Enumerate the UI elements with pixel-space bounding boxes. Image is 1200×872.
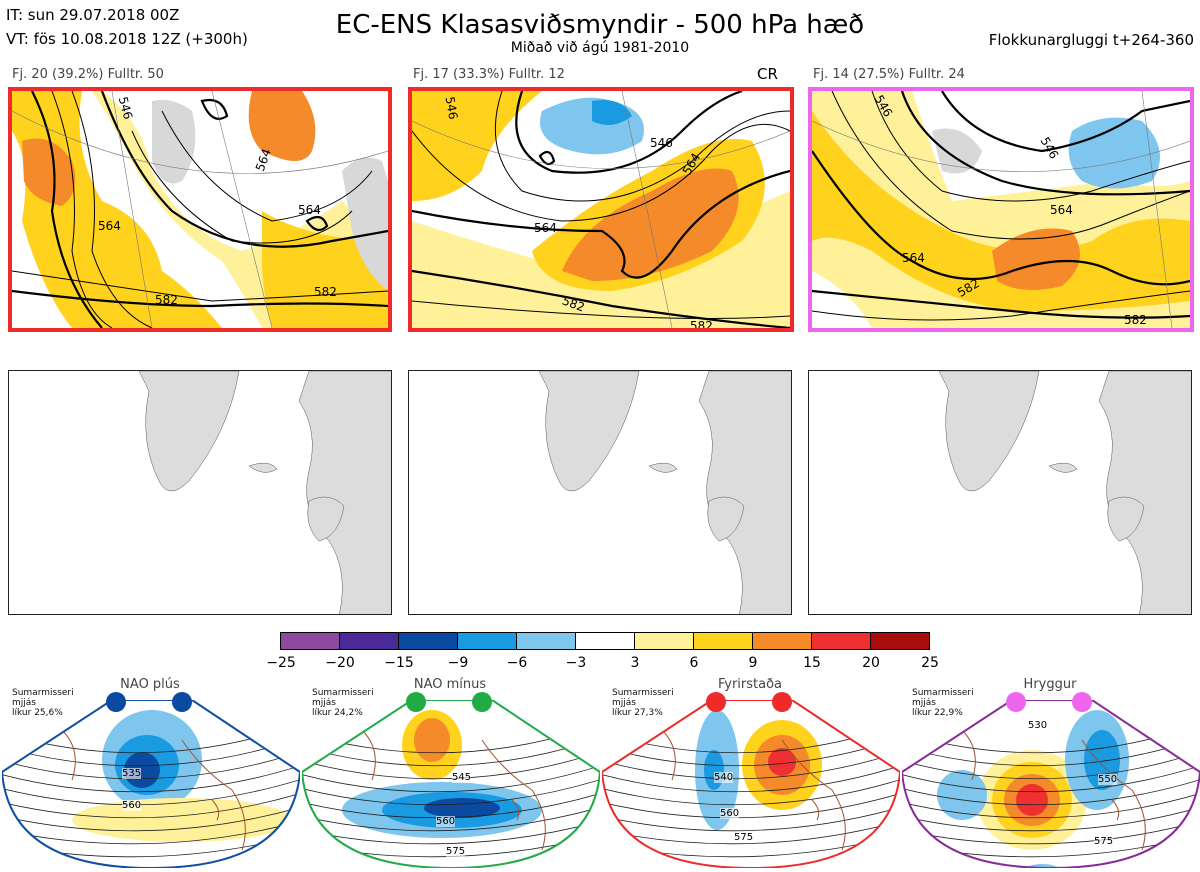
regime-contour-label: 530	[1028, 720, 1048, 731]
regime-contour-label: 575	[734, 832, 754, 843]
colorbar-tick-label: −9	[447, 655, 469, 671]
regime-marker-dot	[706, 692, 726, 712]
colorbar-cell	[280, 632, 340, 650]
contour-label: 582	[690, 319, 713, 332]
colorbar-cell	[634, 632, 694, 650]
cluster-1-label: Fj. 20 (39.2%) Fulltr. 50	[12, 67, 164, 82]
regime-info-line: Sumarmisseri	[912, 688, 974, 698]
regime-map: 545 560 575	[300, 699, 602, 870]
regime-map: 540 560 575	[600, 699, 902, 870]
regime-info-line: mjjás	[912, 698, 936, 708]
regime-marker-dot	[172, 692, 192, 712]
regime-contour-label: 560	[436, 816, 456, 827]
regime-contour-label: 550	[1098, 774, 1118, 785]
regime-contour-label: 545	[452, 772, 472, 783]
empty-map-1	[8, 370, 392, 615]
cluster-3-map: 546 546 564 564 582 582	[808, 87, 1194, 332]
regime-marker-dot	[1072, 692, 1092, 712]
colorbar-tick-label: −6	[506, 655, 528, 671]
colorbar-cell	[870, 632, 930, 650]
regime-marker-dot	[406, 692, 426, 712]
regime-info-line: líkur 24,2%	[312, 708, 363, 718]
regime-title: NAO mínus	[413, 677, 487, 692]
regime-info: Sumarmisseri mjjás líkur 25,6%	[12, 688, 74, 718]
initial-time: IT: sun 29.07.2018 00Z	[6, 6, 180, 24]
colorbar-tick-label: −3	[565, 655, 587, 671]
contour-label: 546	[650, 136, 673, 150]
colorbar-tick-label: 3	[630, 655, 640, 671]
colorbar-cell	[339, 632, 399, 650]
regime-info-line: Sumarmisseri	[312, 688, 374, 698]
regime-info-line: Sumarmisseri	[12, 688, 74, 698]
regime-info-line: líkur 27,3%	[612, 708, 663, 718]
contour-label: 564	[534, 221, 557, 235]
regime-contour-label: 540	[714, 772, 734, 783]
regime-map: 530 550 575	[900, 699, 1200, 870]
regime-marker-dot	[472, 692, 492, 712]
colorbar-tick-label: 9	[748, 655, 758, 671]
regime-map: 535 560	[0, 699, 302, 870]
regime-info: Sumarmisseri mjjás líkur 22,9%	[912, 688, 974, 718]
contour-label: 582	[1124, 313, 1147, 327]
colorbar-tick-label: 25	[921, 655, 939, 671]
cluster-2-label: Fj. 17 (33.3%) Fulltr. 12	[413, 67, 565, 82]
regime-info: Sumarmisseri mjjás líkur 24,2%	[312, 688, 374, 718]
regime-marker-dot	[106, 692, 126, 712]
colorbar-tick-label: −20	[325, 655, 355, 671]
regime-title: Hryggur	[1023, 677, 1077, 692]
regime-info-line: mjjás	[612, 698, 636, 708]
cluster-1-map: 546 564 564 564 582 582	[8, 87, 392, 332]
classification-window: Flokkunargluggi t+264-360	[988, 31, 1194, 49]
regime-info-line: mjjás	[312, 698, 336, 708]
regime-contour-label: 575	[1094, 836, 1114, 847]
colorbar-cell	[693, 632, 753, 650]
empty-map-2	[408, 370, 792, 615]
contour-label: 564	[298, 203, 321, 217]
regime-contour-label: 560	[720, 808, 740, 819]
contour-label: 582	[314, 285, 337, 299]
contour-label: 564	[902, 251, 925, 265]
contour-label: 564	[1050, 203, 1073, 217]
regime-contour-label: 575	[446, 846, 466, 857]
regime-marker-dot	[1006, 692, 1026, 712]
colorbar-tick-label: −15	[384, 655, 414, 671]
contour-label: 564	[98, 219, 121, 233]
regime-title: Fyrirstaða	[717, 677, 783, 692]
empty-map-3	[808, 370, 1192, 615]
regime-info-line: Sumarmisseri	[612, 688, 674, 698]
colorbar-cell	[575, 632, 635, 650]
regime-marker-dot	[772, 692, 792, 712]
valid-time: VT: fös 10.08.2018 12Z (+300h)	[6, 30, 248, 48]
regime-info-line: líkur 25,6%	[12, 708, 63, 718]
regime-info: Sumarmisseri mjjás líkur 27,3%	[612, 688, 674, 718]
page-subtitle: Miðað við ágú 1981-2010	[510, 40, 690, 56]
cluster-3-label: Fj. 14 (27.5%) Fulltr. 24	[813, 67, 965, 82]
colorbar	[280, 632, 930, 650]
contour-label: 582	[155, 293, 178, 307]
regime-info-line: mjjás	[12, 698, 36, 708]
regime-title: NAO plús	[120, 677, 180, 692]
colorbar-cell	[516, 632, 576, 650]
colorbar-tick-label: 15	[803, 655, 821, 671]
colorbar-cell	[398, 632, 458, 650]
regime-info-line: líkur 22,9%	[912, 708, 963, 718]
colorbar-cell	[811, 632, 871, 650]
page-title: EC-ENS Klasasviðsmyndir - 500 hPa hæð	[335, 10, 865, 40]
colorbar-cell	[752, 632, 812, 650]
regime-contour-label: 535	[122, 768, 142, 779]
colorbar-tick-label: 6	[689, 655, 699, 671]
colorbar-cell	[457, 632, 517, 650]
cluster-2-flag: CR	[757, 65, 778, 83]
colorbar-tick-label: −25	[266, 655, 296, 671]
cluster-2-map: 546 546 564 564 582 582	[408, 87, 794, 332]
regime-contour-label: 560	[122, 800, 142, 811]
colorbar-tick-label: 20	[862, 655, 880, 671]
